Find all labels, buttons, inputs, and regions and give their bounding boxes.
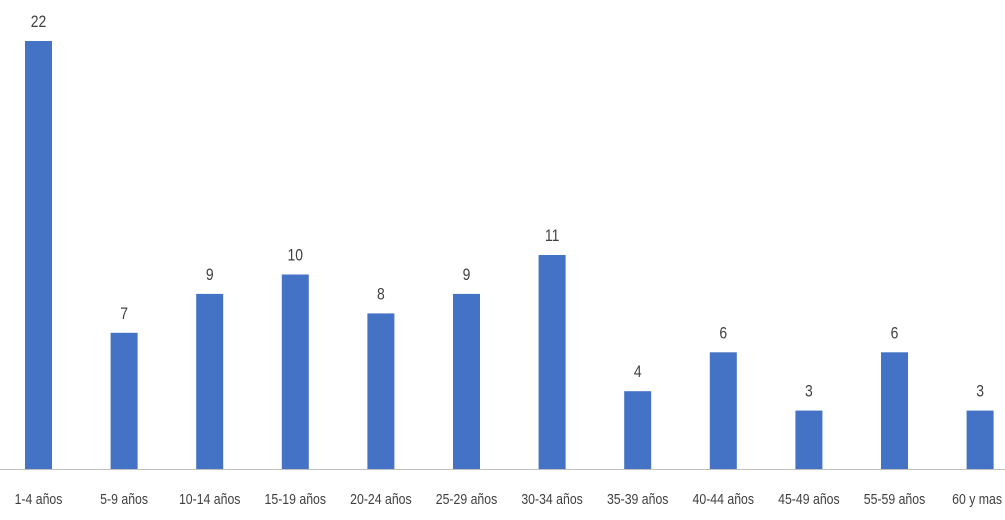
bar-40-44-a-os xyxy=(709,352,737,469)
x-tick-label: 55-59 años xyxy=(864,491,926,507)
bar-group xyxy=(25,41,994,469)
bar-1-4-a-os xyxy=(25,41,52,469)
data-label: 4 xyxy=(634,363,642,382)
x-tick-label: 40-44 años xyxy=(693,491,755,507)
x-tick-label: 45-49 años xyxy=(778,491,840,507)
x-tick-label: 10-14 años xyxy=(179,491,241,507)
data-label: 7 xyxy=(120,305,128,324)
data-label: 6 xyxy=(719,324,727,343)
data-label: 3 xyxy=(805,382,813,401)
x-tick-label: 20-24 años xyxy=(350,491,412,507)
x-tick-label: 35-39 años xyxy=(607,491,669,507)
bar-20-24-a-os xyxy=(367,313,395,469)
bar-10-14-a-os xyxy=(196,293,224,469)
bar-30-34-a-os xyxy=(538,255,566,469)
bar-45-49-a-os xyxy=(795,410,823,469)
bar-15-19-a-os xyxy=(281,274,309,469)
bar-55-59-a-os xyxy=(881,352,908,469)
x-tick-label: 25-29 años xyxy=(436,491,498,507)
data-label: 9 xyxy=(463,266,471,285)
x-tick-label: 1-4 años xyxy=(15,491,63,507)
data-label: 3 xyxy=(976,382,984,401)
x-tick-label: 60 y mas xyxy=(952,491,1002,507)
bar-25-29-a-os xyxy=(453,293,480,469)
data-label-group: 22 7 9 10 8 9 11 4 6 3 6 3 xyxy=(31,13,984,401)
data-label: 10 xyxy=(288,246,304,265)
data-label: 8 xyxy=(377,285,385,304)
data-label: 11 xyxy=(545,227,559,246)
bar-35-39-a-os xyxy=(624,391,652,469)
data-label: 9 xyxy=(206,266,214,285)
x-tick-label: 5-9 años xyxy=(100,491,148,507)
bar-60-y-mas xyxy=(966,410,994,469)
x-tick-label-group: 1-4 años 5-9 años 10-14 años 15-19 años 20-2… xyxy=(15,491,1003,507)
data-label: 6 xyxy=(891,324,899,343)
data-label: 22 xyxy=(31,13,46,32)
x-tick-label: 30-34 años xyxy=(521,491,583,507)
bar-5-9-a-os xyxy=(110,332,138,469)
x-tick-label: 15-19 años xyxy=(265,491,327,507)
